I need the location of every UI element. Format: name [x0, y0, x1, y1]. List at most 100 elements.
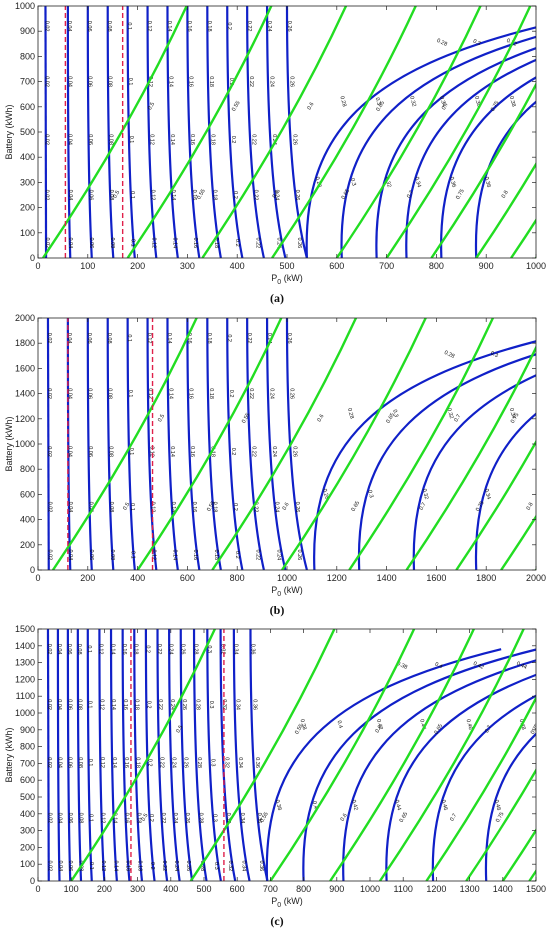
blue-contour-line — [98, 629, 106, 881]
contour-level-label: 0.8 — [536, 101, 545, 111]
green-contour-line — [348, 318, 495, 570]
x-tick-label: 1400 — [493, 884, 513, 894]
contour-level-label: 0.42 — [375, 719, 384, 731]
contour-level-label: 0.28 — [321, 488, 330, 500]
contour-level-label: 0.3 — [208, 701, 214, 709]
contour-level-label: 0.14 — [111, 757, 117, 768]
contour-level-label: 0.34 — [413, 176, 422, 188]
contour-level-label: 0.75 — [455, 188, 466, 200]
contour-level-label: 0.2 — [226, 22, 232, 30]
contour-level-label: 0.14 — [170, 190, 176, 201]
green-contour-line — [510, 218, 536, 258]
green-contour-line — [535, 255, 536, 258]
green-contour-line — [465, 767, 536, 881]
contour-level-label: 0.3 — [213, 862, 219, 870]
y-tick-label: 500 — [20, 792, 35, 802]
blue-contour-line — [186, 6, 201, 258]
blue-contour-line — [192, 629, 208, 881]
blue-contour-line — [179, 629, 194, 881]
x-tick-label: 600 — [180, 573, 195, 583]
contour-layer: 0.02 0.02 0.02 0.02 0.02 0.04 0.04 0.04 0.04 0.04… — [41, 6, 545, 258]
contour-level-label: 0.02 — [46, 699, 52, 710]
contour-level-label: 0.26 — [291, 134, 297, 145]
contour-level-label: 0.24 — [170, 757, 176, 768]
green-contour-line — [126, 6, 273, 258]
x-tick-label: 1800 — [476, 573, 496, 583]
blue-contour-line — [66, 6, 72, 258]
contour-level-label: 0.18 — [206, 333, 212, 344]
contour-level-label: 0.28 — [346, 408, 355, 420]
contour-level-label: 0.32 — [223, 757, 229, 768]
green-contour-line — [271, 6, 418, 258]
x-tick-label: 1000 — [360, 884, 380, 894]
contour-level-label: 0.18 — [137, 861, 143, 872]
green-contour-line — [425, 695, 536, 881]
x-tick-label: 500 — [279, 261, 294, 271]
contour-level-label: 0.8 — [536, 813, 545, 823]
blue-contour-line — [168, 629, 181, 881]
contour-level-label: 0.3 — [489, 351, 498, 360]
blue-contour-line — [126, 6, 136, 258]
contour-level-label: 0.65 — [341, 188, 352, 200]
contour-level-label: 0.14 — [166, 21, 172, 32]
contour-level-label: 0.16 — [189, 446, 195, 457]
contour-level-label: 0.16 — [192, 550, 198, 561]
x-tick-label: 400 — [130, 573, 145, 583]
contour-level-label: 0.7 — [453, 413, 462, 423]
contour-level-label: 0.2 — [148, 814, 154, 822]
contour-level-label: 0.36 — [252, 699, 258, 710]
contour-level-label: 0.3 — [210, 759, 216, 767]
blue-contour-line — [109, 629, 118, 881]
contour-level-label: 0.02 — [46, 861, 52, 872]
x-tick-label: 500 — [196, 884, 211, 894]
blue-contour-line — [186, 318, 201, 570]
x-tick-label: 600 — [329, 261, 344, 271]
contour-level-label: 0.2 — [228, 390, 234, 398]
contour-level-label: 0.38 — [483, 176, 492, 188]
y-tick-label: 400 — [20, 809, 35, 819]
contour-level-label: 0.24 — [271, 446, 277, 457]
blue-contour-line — [285, 6, 308, 258]
contour-level-label: 0.16 — [121, 644, 127, 655]
blue-contour-curve — [440, 76, 536, 258]
blue-contour-line — [86, 318, 93, 570]
contour-level-label: 0.26 — [185, 861, 191, 872]
contour-level-label: 0.22 — [248, 76, 254, 87]
y-tick-label: 1300 — [15, 658, 35, 668]
blue-contour-line — [146, 318, 158, 570]
blue-contour-line — [246, 318, 265, 570]
contour-level-label: 0.04 — [67, 238, 73, 249]
contour-level-label: 0.08 — [106, 21, 112, 32]
contour-level-label: 0.06 — [87, 388, 93, 399]
contour-level-label: 0.7 — [484, 724, 493, 734]
contour-level-label: 0.26 — [286, 21, 292, 32]
y-tick-label: 900 — [20, 26, 35, 36]
blue-contour-curve — [265, 648, 502, 881]
y-tick-label: 0 — [30, 565, 35, 575]
blue-contour-curve — [305, 26, 536, 258]
blue-contour-curve — [357, 353, 536, 570]
contour-level-label: 0.6 — [272, 190, 281, 200]
y-tick-label: 1200 — [15, 674, 35, 684]
contour-level-label: 0.32 — [543, 350, 550, 360]
blue-contour-curve — [484, 732, 536, 881]
contour-level-label: 0.36 — [473, 96, 482, 108]
contour-level-label: 0.06 — [88, 190, 94, 201]
blue-contour-curve — [405, 58, 536, 258]
contour-level-label: 0.44 — [418, 719, 427, 731]
contour-level-label: 0.02 — [44, 238, 50, 249]
y-tick-label: 1500 — [15, 624, 35, 634]
contour-level-label: 0.22 — [255, 238, 261, 249]
contour-level-label: 0.14 — [166, 333, 172, 344]
contour-level-label: 0.02 — [44, 134, 50, 145]
blue-contour-line — [146, 6, 158, 258]
contour-level-label: 0.12 — [146, 333, 152, 344]
contour-level-label: 0.65 — [385, 412, 396, 424]
x-tick-label: 300 — [130, 884, 145, 894]
green-contour-line — [455, 439, 536, 570]
panel-caption: (b) — [270, 603, 285, 617]
contour-level-label: 0.65 — [351, 500, 362, 512]
contour-level-label: 0.3 — [366, 490, 374, 499]
contour-level-label: 0.18 — [135, 757, 141, 768]
x-tick-label: 800 — [296, 884, 311, 894]
